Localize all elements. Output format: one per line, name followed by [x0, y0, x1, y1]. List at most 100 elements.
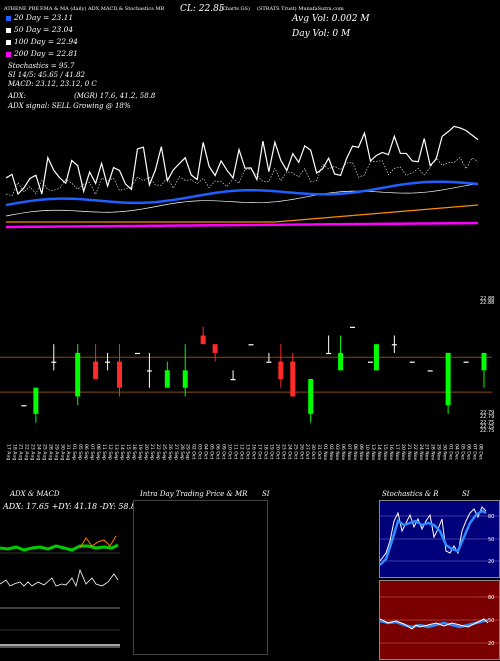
si-axis-20: 20 [488, 641, 494, 647]
x-axis-label: 18 Aug [11, 444, 17, 460]
x-axis-label: 06 Sep [83, 444, 89, 460]
candle-body [350, 326, 356, 328]
candle-body [51, 361, 57, 363]
x-axis-label: 16 Oct [250, 444, 256, 459]
x-axis-label: 28 Aug [47, 444, 53, 460]
x-axis-label: 30 Aug [59, 444, 65, 460]
legend-item: 100 Day = 22.94 [6, 37, 78, 46]
x-axis-label: 01 Sep [71, 444, 77, 460]
legend-label: 100 Day = 22.94 [14, 37, 78, 46]
x-axis-label: 23 Aug [29, 444, 35, 460]
x-axis-label: 03 Nov [334, 444, 340, 461]
avg-vol-text: Avg Vol: 0.002 M [292, 14, 370, 24]
legend-label: 20 Day = 23.11 [14, 13, 74, 22]
candle-body [290, 361, 296, 397]
candle-body [373, 344, 379, 371]
x-axis-label: 21 Sep [149, 444, 155, 460]
x-axis-label: 08 Dec [478, 444, 484, 461]
price-axis-label: 22.79 [480, 414, 494, 420]
candle-body [266, 361, 272, 363]
x-axis-label: 17 Nov [394, 444, 400, 461]
x-axis-label: 21 Nov [406, 444, 412, 461]
x-axis-label: 29 Sep [185, 444, 191, 460]
adx-macd-chart [0, 535, 120, 648]
candle-body [33, 387, 39, 414]
candle-body [338, 352, 344, 371]
x-axis-label: 25 Sep [161, 444, 167, 460]
x-axis-label: 18 Sep [131, 444, 137, 460]
legend-swatch-icon [6, 51, 11, 57]
x-axis-label: 24 Oct [286, 444, 292, 459]
candle-body [409, 361, 415, 363]
x-axis-label: 02 Oct [191, 444, 197, 459]
legend-label: 200 Day = 22.81 [14, 49, 78, 58]
x-axis-label: 12 Sep [107, 444, 113, 460]
x-axis-label: 16 Nov [388, 444, 394, 461]
x-axis-label: 26 Sep [167, 444, 173, 460]
stoch-axis-50: 50 [488, 537, 494, 543]
x-axis-label: 11 Sep [101, 444, 107, 460]
x-axis-label: 28 Nov [430, 444, 436, 461]
x-axis-label: 29 Nov [436, 444, 442, 461]
macd-text: MACD: 23.12, 23.12, 0 C [8, 80, 97, 88]
x-axis-label: 01 Dec [448, 444, 454, 461]
x-axis-label: 27 Nov [424, 444, 430, 461]
x-axis-label: 12 Oct [239, 444, 245, 459]
adx-orange-line [79, 535, 117, 549]
candle-body [117, 361, 123, 388]
x-axis-label: 02 Nov [328, 444, 334, 461]
x-axis-label: 29 Aug [53, 444, 59, 460]
x-axis-label: 05 Oct [209, 444, 215, 459]
x-axis-label: 11 Oct [233, 444, 239, 459]
ma-line [5, 156, 479, 197]
candle-body [367, 361, 373, 363]
si-chart: 80 50 20 [380, 595, 500, 647]
candle-body [212, 344, 218, 353]
x-axis-label: 06 Nov [340, 444, 346, 461]
price-axis-label: 22.79 [480, 410, 494, 416]
legend-swatch-icon [6, 27, 11, 33]
x-axis-label: 22 Sep [155, 444, 161, 460]
x-axis-label: 04 Oct [203, 444, 209, 459]
legend-item: 50 Day = 23.04 [6, 25, 73, 34]
x-axis-label: 06 Dec [466, 444, 472, 461]
x-axis-label: 14 Nov [376, 444, 382, 461]
x-axis-labels: 17 Aug 18 Aug 21 Aug 22 Aug 23 Aug 24 Aug 25 A… [6, 444, 484, 461]
x-axis-label: 31 Oct [316, 444, 322, 459]
close-text: CL: 22.85 [180, 4, 225, 14]
legend-swatch-icon [6, 39, 11, 45]
stoch-axis-80: 80 [488, 514, 494, 520]
x-axis-label: 08 Sep [95, 444, 101, 460]
x-axis-label: 30 Oct [310, 444, 316, 459]
candle-body [308, 379, 314, 414]
candle-body [391, 344, 397, 346]
x-axis-label: 24 Aug [35, 444, 41, 460]
adx-white-line [0, 568, 119, 588]
stochastics-panel: 80 50 20 [379, 500, 500, 578]
candle-body [200, 335, 206, 345]
x-axis-label: 03 Oct [197, 444, 203, 459]
x-axis-label: 20 Oct [274, 444, 280, 459]
intra-panel-si: SI [262, 490, 270, 498]
ma-line [5, 183, 479, 217]
x-axis-label: 20 Sep [143, 444, 149, 460]
x-axis-label: 05 Dec [460, 444, 466, 461]
chart-link-text[interactable]: (Charts GS) [220, 6, 250, 12]
candle-body [248, 344, 254, 346]
x-axis-label: 23 Oct [280, 444, 286, 459]
x-axis-label: 24 Nov [418, 444, 424, 461]
x-axis-label: 14 Sep [119, 444, 125, 460]
stoch-axis-20: 20 [488, 559, 494, 565]
candle-body [230, 379, 236, 381]
candle-body [278, 361, 284, 380]
candle-body [326, 352, 332, 355]
mgr-text: (MGR) 17.6, 41.2, 58.8 [74, 92, 156, 100]
x-axis-label: 07 Nov [346, 444, 352, 461]
stochastics-text: Stochastics = 95.7 [8, 62, 75, 70]
si-axis-80: 80 [488, 595, 494, 601]
day-vol-text: Day Vol: 0 M [292, 29, 351, 39]
candles [21, 326, 487, 423]
si-text: SI 14/5: 45.65 / 41.82 [8, 71, 85, 79]
candle-body [427, 370, 433, 372]
x-axis-label: 01 Nov [322, 444, 328, 461]
